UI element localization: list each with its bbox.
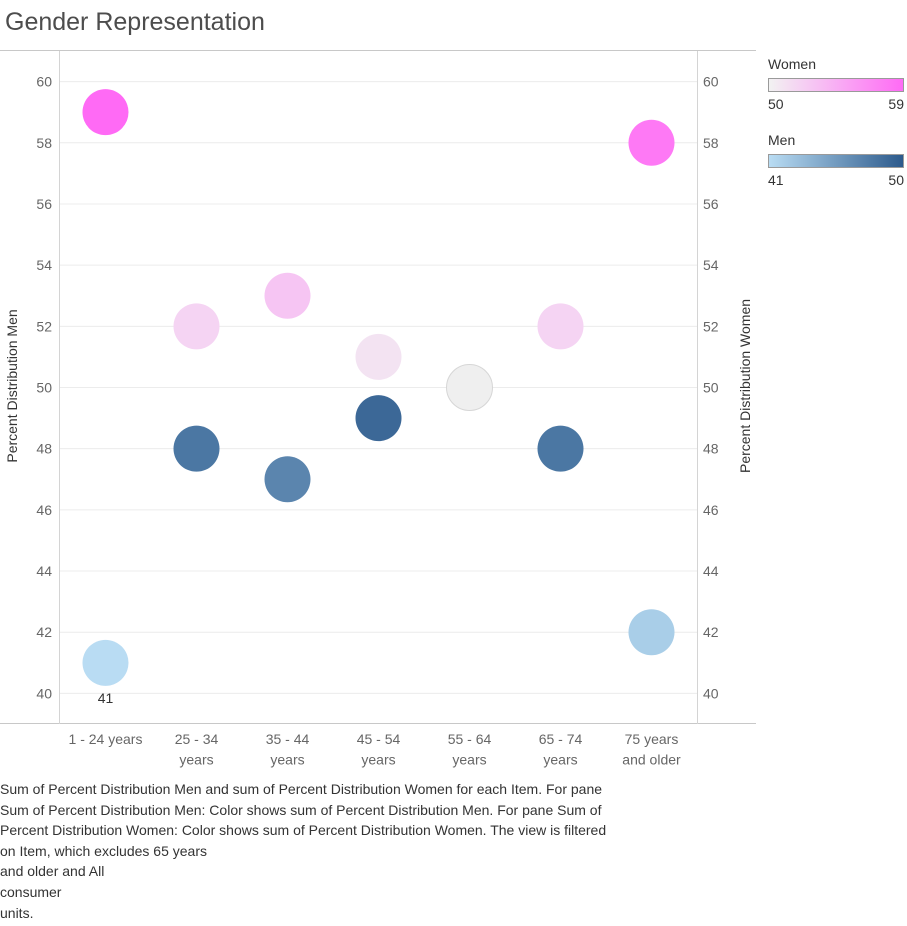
chart-caption: Sum of Percent Distribution Men and sum … — [0, 781, 607, 921]
legend-men-title: Men — [768, 132, 796, 148]
x-axis-tick-label: 65 - 74 years — [539, 731, 583, 768]
data-point-men — [628, 609, 675, 656]
legend-men-color-ramp — [768, 154, 904, 168]
plot-frame — [0, 50, 756, 724]
x-axis-tick-label: 55 - 64 years — [448, 731, 492, 768]
gridlines — [60, 81, 697, 694]
data-point-women — [355, 333, 402, 380]
y-axis-left-tick-label: 60 — [36, 74, 52, 90]
y-axis-right-tick-label: 42 — [703, 624, 719, 640]
y-axis-right-ticks: 40 42 44 46 48 50 52 54 56 58 60 — [703, 74, 719, 702]
y-axis-right-tick-label: 44 — [703, 563, 719, 579]
data-point-men — [537, 425, 584, 472]
data-point-men — [264, 456, 311, 503]
data-point-women — [537, 303, 584, 350]
y-axis-right-tick-label: 50 — [703, 380, 719, 396]
data-labels: 41 — [98, 690, 114, 706]
y-axis-left-tick-label: 46 — [36, 502, 52, 518]
data-point-women — [628, 119, 675, 166]
y-axis-right-tick-label: 40 — [703, 685, 719, 701]
x-axis-ticks: 1 - 24 years 25 - 34 years 35 - 44 years 45 -… — [69, 731, 681, 768]
x-axis-tick-label: 1 - 24 years — [69, 731, 143, 747]
data-label: 41 — [98, 690, 114, 706]
y-axis-right-tick-label: 52 — [703, 318, 719, 334]
y-axis-left-ticks: 40 42 44 46 48 50 52 54 56 58 60 — [36, 74, 52, 702]
y-axis-left-tick-label: 50 — [36, 380, 52, 396]
legend-women-title: Women — [768, 56, 816, 72]
y-axis-right-tick-label: 56 — [703, 196, 719, 212]
data-point-overlap — [446, 364, 493, 411]
data-points — [82, 89, 675, 686]
y-axis-right-tick-label: 54 — [703, 257, 719, 273]
y-axis-right-tick-label: 58 — [703, 135, 719, 151]
data-point-men — [173, 425, 220, 472]
data-point-men — [82, 639, 129, 686]
legend-women-color-ramp — [768, 78, 904, 92]
y-axis-right-tick-label: 46 — [703, 502, 719, 518]
y-axis-right-tick-label: 60 — [703, 74, 719, 90]
x-axis-tick-label: 25 - 34 years — [175, 731, 219, 768]
legend-men-min: 41 — [768, 172, 784, 188]
y-axis-left-tick-label: 40 — [36, 685, 52, 701]
data-point-men — [355, 395, 402, 442]
data-point-women — [82, 89, 129, 136]
data-point-women — [264, 272, 311, 319]
y-axis-left-tick-label: 54 — [36, 257, 52, 273]
x-axis-tick-label: 45 - 54 years — [357, 731, 401, 768]
y-axis-left-tick-label: 58 — [36, 135, 52, 151]
y-axis-left-tick-label: 48 — [36, 441, 52, 457]
y-axis-left-tick-label: 42 — [36, 624, 52, 640]
legend-women-min: 50 — [768, 96, 784, 112]
y-axis-right-title: Percent Distribution Women — [737, 299, 753, 473]
legend-women: Women 50 59 — [768, 56, 904, 112]
y-axis-left-tick-label: 44 — [36, 563, 52, 579]
data-point-women — [173, 303, 220, 350]
y-axis-left-tick-label: 52 — [36, 318, 52, 334]
x-axis-tick-label: 75 years and older — [622, 731, 681, 768]
y-axis-left-title: Percent Distribution Men — [4, 309, 20, 462]
legend-men: Men 41 50 — [768, 132, 904, 188]
chart-title: Gender Representation — [5, 8, 265, 36]
legend-men-max: 50 — [888, 172, 904, 188]
legend-women-max: 59 — [888, 96, 904, 112]
y-axis-right-tick-label: 48 — [703, 441, 719, 457]
x-axis-tick-label: 35 - 44 years — [266, 731, 310, 768]
scatter-chart: 40 42 44 46 48 50 52 54 56 58 60 40 42 44 46 48 50 52 54 5… — [0, 50, 756, 768]
y-axis-left-tick-label: 56 — [36, 196, 52, 212]
